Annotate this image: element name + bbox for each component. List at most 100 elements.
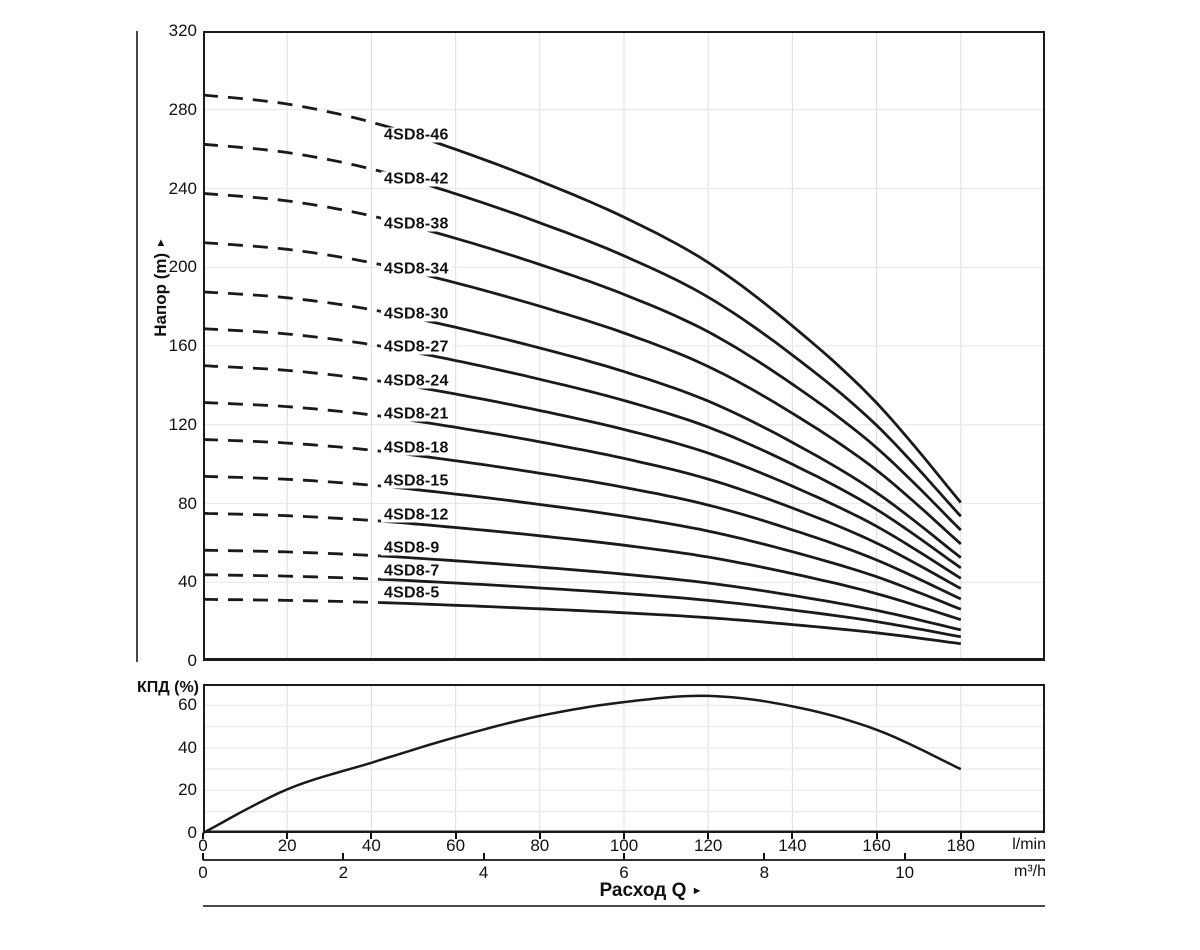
head-ytick-80: 80 bbox=[178, 493, 197, 513]
head-curve-4SD8-30 bbox=[379, 309, 962, 559]
flow-tick-m3h-0: 0 bbox=[198, 863, 208, 882]
flow-tick-m3h-2: 2 bbox=[338, 863, 349, 882]
flow-tick-lmin-20: 20 bbox=[277, 836, 297, 855]
head-curve-4SD8-24 bbox=[379, 379, 962, 580]
flow-tickmark-lmin-120 bbox=[707, 833, 710, 839]
flow-tick-lmin-60: 60 bbox=[446, 836, 466, 855]
flow-tick-lmin-80: 80 bbox=[530, 836, 550, 855]
m3h-axis-line bbox=[203, 859, 1045, 861]
head-curve-dashed-4SD8-12 bbox=[202, 511, 380, 523]
flow-tickmark-m3h-8 bbox=[763, 853, 766, 860]
head-curve-4SD8-15 bbox=[379, 484, 962, 611]
head-curve-dashed-4SD8-42 bbox=[202, 142, 381, 173]
head-chart-plot bbox=[202, 31, 1045, 661]
curve-label-4SD8-15: 4SD8-15 bbox=[381, 473, 452, 489]
flow-tick-m3h-6: 6 bbox=[619, 863, 629, 882]
flow-tickmark-m3h-4 bbox=[482, 853, 485, 860]
head-curve-dashed-4SD8-9 bbox=[202, 548, 380, 558]
eff-ytick-20: 20 bbox=[178, 780, 197, 800]
curve-label-4SD8-9: 4SD8-9 bbox=[381, 540, 443, 556]
unit-lmin: l/min bbox=[1012, 836, 1046, 853]
head-curve-dashed-4SD8-7 bbox=[203, 573, 380, 581]
head-ytick-280: 280 bbox=[168, 99, 197, 119]
head-ytick-320: 320 bbox=[168, 21, 197, 40]
head-curve-4SD8-21 bbox=[379, 414, 962, 590]
flow-tick-m3h-4: 4 bbox=[478, 863, 489, 882]
flow-tick-m3h-10: 10 bbox=[895, 863, 915, 882]
head-curve-4SD8-5 bbox=[379, 601, 961, 646]
head-curve-dashed-4SD8-30 bbox=[202, 290, 381, 313]
unit-m3h: m³/h bbox=[1014, 863, 1046, 880]
flow-tickmark-lmin-60 bbox=[454, 833, 457, 839]
head-curve-4SD8-38 bbox=[379, 216, 962, 532]
efficiency-curve bbox=[202, 694, 962, 835]
flow-tickmark-m3h-10 bbox=[903, 853, 906, 860]
head-curve-4SD8-18 bbox=[379, 449, 962, 601]
up-arrow-icon: ► bbox=[155, 237, 167, 249]
head-curve-dashed-4SD8-46 bbox=[202, 93, 381, 126]
curve-label-4SD8-24: 4SD8-24 bbox=[381, 373, 452, 389]
flow-tickmark-lmin-160 bbox=[875, 833, 878, 839]
bottom-rule bbox=[203, 905, 1045, 907]
flow-tick-lmin-120: 120 bbox=[694, 836, 723, 855]
flow-tickmark-m3h-2 bbox=[342, 853, 345, 860]
efficiency-axis-title: КПД (%) bbox=[137, 679, 199, 697]
eff-ytick-40: 40 bbox=[178, 737, 197, 757]
head-axis-title: Напор (m) ► bbox=[151, 237, 171, 337]
flow-tickmark-lmin-40 bbox=[370, 833, 373, 839]
head-curve-4SD8-7 bbox=[379, 577, 962, 639]
head-curve-4SD8-46 bbox=[379, 123, 962, 504]
head-curve-dashed-4SD8-18 bbox=[202, 438, 380, 453]
right-arrow-icon: ► bbox=[691, 885, 703, 897]
flow-tick-lmin-160: 160 bbox=[862, 836, 891, 855]
flow-tickmark-m3h-0 bbox=[202, 853, 204, 860]
head-ytick-240: 240 bbox=[168, 178, 197, 198]
head-ytick-0: 0 bbox=[187, 651, 197, 670]
head-curve-dashed-4SD8-21 bbox=[202, 401, 380, 418]
curve-label-4SD8-12: 4SD8-12 bbox=[381, 507, 452, 523]
curve-label-4SD8-21: 4SD8-21 bbox=[381, 406, 452, 422]
head-curve-dashed-4SD8-27 bbox=[202, 327, 381, 348]
curve-label-4SD8-18: 4SD8-18 bbox=[381, 440, 452, 456]
flow-axis-title-text: Расход Q bbox=[599, 880, 687, 901]
efficiency-axis-title-text: КПД (%) bbox=[137, 679, 199, 696]
flow-tickmark-lmin-140 bbox=[791, 833, 794, 839]
head-curve-dashed-4SD8-24 bbox=[202, 364, 380, 383]
head-curve-4SD8-27 bbox=[379, 344, 962, 570]
flow-tick-lmin-180: 180 bbox=[946, 836, 975, 855]
flow-tickmark-lmin-80 bbox=[538, 833, 541, 839]
head-ytick-40: 40 bbox=[178, 572, 197, 592]
head-curve-4SD8-12 bbox=[379, 519, 962, 622]
eff-ytick-0: 0 bbox=[187, 823, 197, 842]
head-curve-dashed-4SD8-15 bbox=[202, 474, 380, 488]
curve-label-4SD8-38: 4SD8-38 bbox=[381, 216, 452, 232]
flow-axis-title: Расход Q ► bbox=[599, 880, 702, 902]
flow-tick-lmin-40: 40 bbox=[361, 836, 381, 855]
head-curve-dashed-4SD8-5 bbox=[203, 598, 380, 604]
flow-tick-lmin-140: 140 bbox=[778, 836, 807, 855]
flow-tickmark-lmin-100 bbox=[623, 833, 625, 839]
curve-label-4SD8-46: 4SD8-46 bbox=[381, 127, 452, 143]
efficiency-chart-plot bbox=[202, 684, 1045, 835]
head-chart-svg bbox=[202, 31, 1045, 661]
head-curve-4SD8-9 bbox=[379, 554, 962, 632]
eff-ytick-60: 60 bbox=[178, 695, 197, 715]
curve-label-4SD8-42: 4SD8-42 bbox=[381, 171, 452, 187]
curve-label-4SD8-7: 4SD8-7 bbox=[381, 563, 443, 579]
efficiency-chart-svg bbox=[202, 684, 1045, 835]
left-axis-rule bbox=[136, 31, 138, 662]
flow-tickmark-lmin-0 bbox=[202, 833, 204, 839]
head-curve-dashed-4SD8-34 bbox=[202, 241, 381, 266]
head-curve-4SD8-42 bbox=[379, 169, 962, 518]
head-ytick-120: 120 bbox=[168, 414, 197, 434]
head-curve-dashed-4SD8-38 bbox=[202, 192, 381, 220]
flow-tickmark-m3h-6 bbox=[623, 853, 625, 860]
curve-label-4SD8-30: 4SD8-30 bbox=[381, 306, 452, 322]
curve-label-4SD8-5: 4SD8-5 bbox=[381, 585, 443, 601]
head-ytick-160: 160 bbox=[168, 336, 197, 355]
head-curve-4SD8-34 bbox=[379, 263, 962, 545]
flow-tick-lmin-100: 100 bbox=[609, 836, 639, 855]
flow-tick-lmin-0: 0 bbox=[198, 836, 208, 855]
flow-tickmark-lmin-180 bbox=[959, 833, 962, 839]
